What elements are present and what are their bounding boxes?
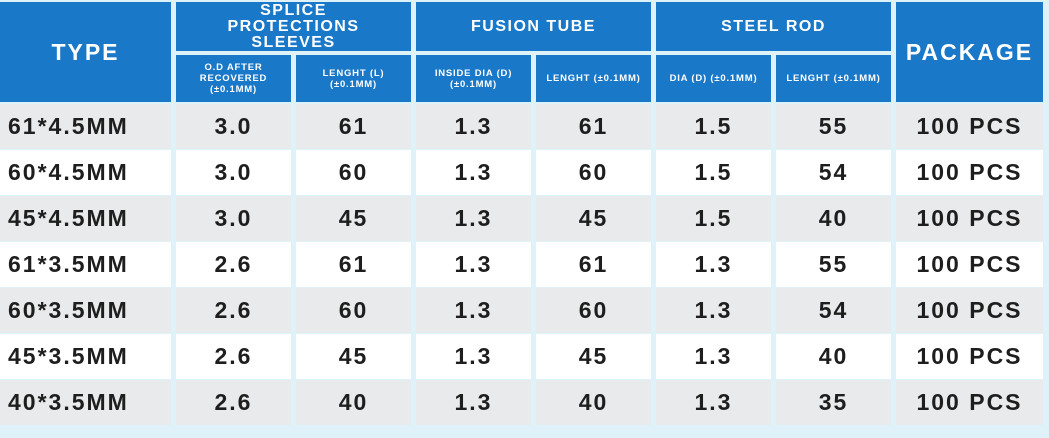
value-cell: 40 xyxy=(536,380,651,425)
value-cell: 45 xyxy=(296,334,411,379)
value-cell: 1.3 xyxy=(416,380,531,425)
value-cell: 100 PCS xyxy=(896,196,1043,241)
value-cell: 40 xyxy=(776,334,891,379)
value-cell: 100 PCS xyxy=(896,104,1043,149)
value-cell: 40 xyxy=(296,380,411,425)
column-header: LENGHT (L) (±0.1MM) xyxy=(296,55,411,102)
value-cell: 1.3 xyxy=(656,334,771,379)
value-cell: 60 xyxy=(296,150,411,195)
value-cell: 61 xyxy=(296,104,411,149)
value-cell: 3.0 xyxy=(176,150,291,195)
value-cell: 54 xyxy=(776,150,891,195)
value-cell: 60 xyxy=(536,150,651,195)
type-cell: 61*3.5MM xyxy=(0,242,171,287)
value-cell: 45 xyxy=(536,196,651,241)
type-header: TYPE xyxy=(0,2,171,102)
value-cell: 100 PCS xyxy=(896,150,1043,195)
value-cell: 100 PCS xyxy=(896,242,1043,287)
package-header: PACKAGE xyxy=(896,2,1043,102)
type-cell: 45*3.5MM xyxy=(0,334,171,379)
value-cell: 100 PCS xyxy=(896,334,1043,379)
column-header: INSIDE DIA (D) (±0.1MM) xyxy=(416,55,531,102)
value-cell: 54 xyxy=(776,288,891,333)
value-cell: 2.6 xyxy=(176,242,291,287)
type-cell: 45*4.5MM xyxy=(0,196,171,241)
value-cell: 45 xyxy=(296,196,411,241)
value-cell: 45 xyxy=(536,334,651,379)
column-header: LENGHT (±0.1MM) xyxy=(776,55,891,102)
value-cell: 2.6 xyxy=(176,334,291,379)
column-header: O.D AFTER RECOVERED (±0.1MM) xyxy=(176,55,291,102)
value-cell: 35 xyxy=(776,380,891,425)
value-cell: 40 xyxy=(776,196,891,241)
type-cell: 40*3.5MM xyxy=(0,380,171,425)
value-cell: 2.6 xyxy=(176,288,291,333)
value-cell: 60 xyxy=(296,288,411,333)
value-cell: 100 PCS xyxy=(896,288,1043,333)
value-cell: 55 xyxy=(776,104,891,149)
type-cell: 60*4.5MM xyxy=(0,150,171,195)
value-cell: 1.3 xyxy=(656,380,771,425)
value-cell: 1.5 xyxy=(656,104,771,149)
value-cell: 3.0 xyxy=(176,104,291,149)
group-header: SPLICE PROTECTIONS SLEEVES xyxy=(176,2,411,51)
value-cell: 1.3 xyxy=(416,242,531,287)
value-cell: 61 xyxy=(296,242,411,287)
value-cell: 1.3 xyxy=(416,196,531,241)
value-cell: 1.5 xyxy=(656,150,771,195)
value-cell: 2.6 xyxy=(176,380,291,425)
value-cell: 61 xyxy=(536,242,651,287)
group-header: FUSION TUBE xyxy=(416,2,651,51)
group-header: STEEL ROD xyxy=(656,2,891,51)
value-cell: 1.3 xyxy=(656,288,771,333)
value-cell: 3.0 xyxy=(176,196,291,241)
value-cell: 1.3 xyxy=(656,242,771,287)
type-cell: 61*4.5MM xyxy=(0,104,171,149)
value-cell: 100 PCS xyxy=(896,380,1043,425)
value-cell: 55 xyxy=(776,242,891,287)
value-cell: 1.3 xyxy=(416,334,531,379)
value-cell: 61 xyxy=(536,104,651,149)
value-cell: 1.3 xyxy=(416,288,531,333)
type-cell: 60*3.5MM xyxy=(0,288,171,333)
value-cell: 1.3 xyxy=(416,104,531,149)
value-cell: 60 xyxy=(536,288,651,333)
value-cell: 1.5 xyxy=(656,196,771,241)
value-cell: 1.3 xyxy=(416,150,531,195)
column-header: DIA (D) (±0.1MM) xyxy=(656,55,771,102)
column-header: LENGHT (±0.1MM) xyxy=(536,55,651,102)
